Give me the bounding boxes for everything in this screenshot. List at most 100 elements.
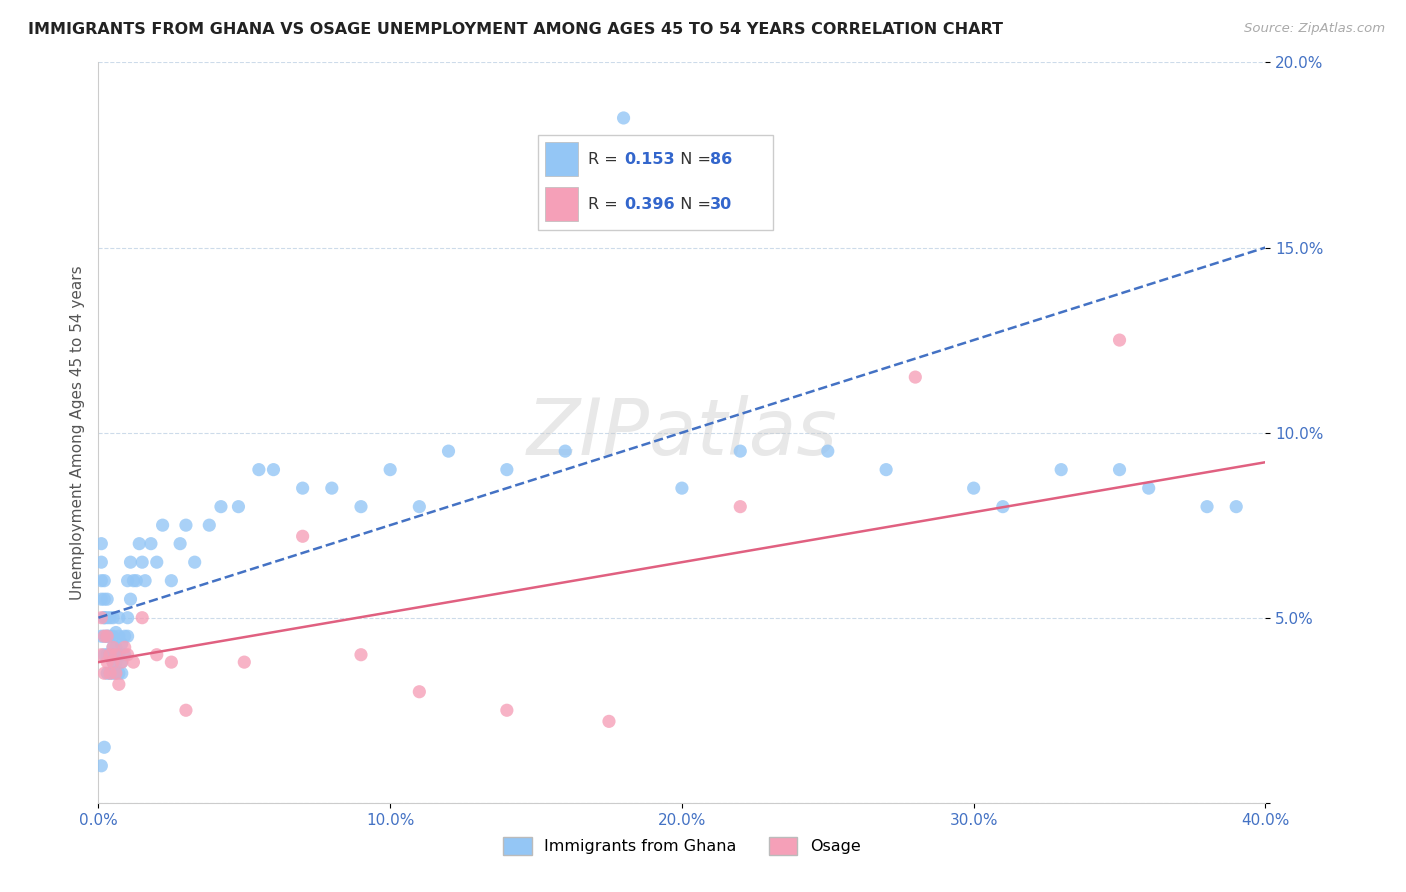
Point: [104, 640, 127, 655]
Point: [104, 666, 127, 681]
Point: [104, 648, 127, 662]
Point: [120, 555, 142, 569]
Text: IMMIGRANTS FROM GHANA VS OSAGE UNEMPLOYMENT AMONG AGES 45 TO 54 YEARS CORRELATIO: IMMIGRANTS FROM GHANA VS OSAGE UNEMPLOYM…: [28, 22, 1002, 37]
Point: [380, 462, 402, 476]
Point: [247, 462, 270, 476]
Point: [93, 610, 115, 624]
Text: ZIPatlas: ZIPatlas: [526, 394, 838, 471]
Point: [730, 500, 752, 514]
Point: [98, 666, 121, 681]
Point: [108, 666, 131, 681]
Point: [598, 714, 620, 729]
Point: [122, 655, 145, 669]
Point: [111, 666, 134, 681]
Point: [291, 529, 314, 543]
Point: [875, 462, 897, 476]
Point: [93, 592, 115, 607]
Point: [101, 610, 124, 624]
Point: [96, 666, 118, 681]
Point: [262, 462, 284, 476]
Point: [408, 500, 430, 514]
Point: [160, 574, 183, 588]
Text: R =: R =: [588, 197, 623, 211]
Point: [90, 648, 112, 662]
Point: [291, 481, 314, 495]
Point: [98, 666, 121, 681]
Text: 30: 30: [710, 197, 733, 211]
Point: [174, 703, 197, 717]
Point: [120, 592, 142, 607]
Point: [96, 610, 118, 624]
Point: [93, 629, 115, 643]
Point: [93, 574, 115, 588]
Point: [146, 555, 169, 569]
Point: [117, 610, 139, 624]
Point: [131, 555, 153, 569]
Point: [131, 610, 153, 624]
Point: [1137, 481, 1160, 495]
Point: [730, 444, 752, 458]
Point: [98, 648, 121, 662]
Point: [111, 637, 134, 651]
Point: [122, 574, 145, 588]
Point: [152, 518, 174, 533]
Text: Source: ZipAtlas.com: Source: ZipAtlas.com: [1244, 22, 1385, 36]
Point: [108, 610, 131, 624]
Point: [104, 666, 127, 681]
Point: [101, 655, 124, 669]
Point: [1195, 500, 1218, 514]
Point: [1225, 500, 1247, 514]
Point: [108, 648, 131, 662]
Point: [169, 536, 191, 550]
Point: [174, 518, 197, 533]
Text: R =: R =: [588, 152, 623, 167]
Point: [90, 610, 112, 624]
Point: [554, 444, 576, 458]
Point: [90, 536, 112, 550]
Point: [96, 655, 118, 669]
Point: [101, 640, 124, 655]
Point: [96, 629, 118, 643]
Point: [612, 111, 634, 125]
Point: [96, 592, 118, 607]
Point: [1108, 462, 1130, 476]
Point: [98, 648, 121, 662]
Point: [139, 536, 162, 550]
FancyBboxPatch shape: [546, 187, 578, 221]
Text: 86: 86: [710, 152, 733, 167]
Point: [93, 610, 115, 624]
Point: [904, 370, 927, 384]
Point: [991, 500, 1014, 514]
Point: [96, 629, 118, 643]
Point: [408, 685, 430, 699]
Point: [496, 462, 519, 476]
Point: [183, 555, 205, 569]
FancyBboxPatch shape: [537, 136, 773, 230]
Text: N =: N =: [669, 197, 716, 211]
Point: [117, 574, 139, 588]
Point: [90, 592, 112, 607]
Point: [117, 648, 139, 662]
Point: [98, 648, 121, 662]
Point: [128, 536, 150, 550]
Point: [134, 574, 156, 588]
Point: [146, 648, 169, 662]
Point: [93, 666, 115, 681]
Point: [198, 518, 221, 533]
Point: [817, 444, 839, 458]
Point: [437, 444, 460, 458]
Point: [96, 629, 118, 643]
Point: [101, 666, 124, 681]
Point: [93, 629, 115, 643]
Point: [90, 574, 112, 588]
Point: [108, 677, 131, 691]
Point: [111, 655, 134, 669]
Point: [101, 655, 124, 669]
Point: [1050, 462, 1073, 476]
Point: [101, 640, 124, 655]
Point: [108, 629, 131, 643]
Point: [1108, 333, 1130, 347]
Point: [101, 629, 124, 643]
Point: [93, 648, 115, 662]
Point: [93, 740, 115, 755]
